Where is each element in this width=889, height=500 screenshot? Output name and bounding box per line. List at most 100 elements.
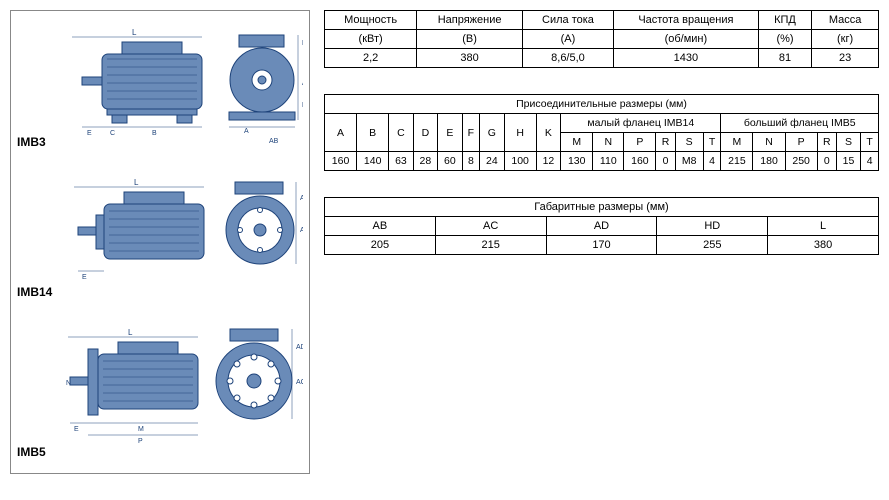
svg-text:AB: AB xyxy=(269,138,279,145)
col-E: E xyxy=(438,114,462,152)
ov-col-AB: AB xyxy=(325,217,436,236)
val-sm-R: 0 xyxy=(656,152,675,171)
motor-sketch-imb3: L E C B xyxy=(54,17,303,157)
val-K: 12 xyxy=(536,152,560,171)
val-sm-T: 4 xyxy=(703,152,721,171)
col-F: F xyxy=(462,114,480,152)
value-mass: 23 xyxy=(812,49,879,68)
val-E: 60 xyxy=(438,152,462,171)
val-C: 63 xyxy=(389,152,413,171)
svg-text:AC: AC xyxy=(302,80,303,87)
svg-text:E: E xyxy=(87,130,92,137)
col-bg-N: N xyxy=(753,133,785,152)
svg-text:L: L xyxy=(132,28,137,37)
svg-text:A: A xyxy=(244,128,249,135)
table-row: Габаритные размеры (мм) xyxy=(325,198,879,217)
svg-text:AD: AD xyxy=(300,195,303,202)
connection-dims-table: Присоединительные размеры (мм) A B C D E… xyxy=(324,94,879,171)
val-sm-P: 160 xyxy=(624,152,656,171)
val-bg-R: 0 xyxy=(817,152,836,171)
col-sm-S: S xyxy=(675,133,703,152)
col-K: K xyxy=(536,114,560,152)
val-bg-M: 215 xyxy=(721,152,753,171)
col-G: G xyxy=(480,114,504,152)
drawing-imb3: IMB3 L E xyxy=(17,17,303,157)
svg-text:E: E xyxy=(74,426,79,433)
svg-text:C: C xyxy=(110,130,115,137)
overall-dims-table: Габаритные размеры (мм) AB AC AD HD L 20… xyxy=(324,197,879,255)
value-current: 8,6/5,0 xyxy=(523,49,614,68)
overall-title: Габаритные размеры (мм) xyxy=(325,198,879,217)
header-speed-2: (об/мин) xyxy=(613,30,758,49)
col-A: A xyxy=(325,114,357,152)
col-sm-T: T xyxy=(703,133,721,152)
svg-text:E: E xyxy=(82,274,87,281)
table-row: (кВт) (В) (А) (об/мин) (%) (кг) xyxy=(325,30,879,49)
value-voltage: 380 xyxy=(417,49,523,68)
tables-panel: Мощность Напряжение Сила тока Частота вр… xyxy=(324,10,879,474)
val-bg-S: 15 xyxy=(836,152,860,171)
drawings-panel: IMB3 L E xyxy=(10,10,310,474)
drawing-imb5: IMB5 L N E M xyxy=(17,317,303,467)
ov-val-L: 380 xyxy=(768,236,879,255)
header-current-2: (А) xyxy=(523,30,614,49)
col-bg-R: R xyxy=(817,133,836,152)
value-eff: 81 xyxy=(758,49,811,68)
col-bg-T: T xyxy=(861,133,879,152)
val-B: 140 xyxy=(357,152,389,171)
ov-col-AD: AD xyxy=(546,217,657,236)
col-sm-P: P xyxy=(624,133,656,152)
svg-text:H: H xyxy=(302,102,303,109)
val-H: 100 xyxy=(504,152,536,171)
table-row: AB AC AD HD L xyxy=(325,217,879,236)
drawing-imb14: IMB14 L E xyxy=(17,167,303,307)
table-row: Присоединительные размеры (мм) xyxy=(325,95,879,114)
svg-text:AC: AC xyxy=(300,227,303,234)
table-row: 205 215 170 255 380 xyxy=(325,236,879,255)
main-specs-table: Мощность Напряжение Сила тока Частота вр… xyxy=(324,10,879,68)
col-bg-S: S xyxy=(836,133,860,152)
header-voltage-1: Напряжение xyxy=(417,11,523,30)
svg-text:HD: HD xyxy=(302,40,303,47)
value-speed: 1430 xyxy=(613,49,758,68)
motor-sketch-imb14: L E xyxy=(60,167,303,307)
header-mass-2: (кг) xyxy=(812,30,879,49)
sub-small-flange: малый фланец IMB14 xyxy=(561,114,721,133)
val-sm-N: 110 xyxy=(593,152,624,171)
ov-val-AB: 205 xyxy=(325,236,436,255)
svg-text:P: P xyxy=(138,438,143,445)
col-bg-M: M xyxy=(721,133,753,152)
svg-text:AC: AC xyxy=(296,379,303,386)
col-sm-N: N xyxy=(593,133,624,152)
col-sm-M: M xyxy=(561,133,593,152)
header-voltage-2: (В) xyxy=(417,30,523,49)
svg-text:B: B xyxy=(152,130,157,137)
col-sm-R: R xyxy=(656,133,675,152)
header-mass-1: Масса xyxy=(812,11,879,30)
table-row: Мощность Напряжение Сила тока Частота вр… xyxy=(325,11,879,30)
header-eff-1: КПД xyxy=(758,11,811,30)
val-D: 28 xyxy=(413,152,437,171)
svg-text:N: N xyxy=(66,380,71,387)
val-F: 8 xyxy=(462,152,480,171)
sub-big-flange: больший фланец IMB5 xyxy=(721,114,879,133)
val-bg-T: 4 xyxy=(861,152,879,171)
header-eff-2: (%) xyxy=(758,30,811,49)
ov-col-L: L xyxy=(768,217,879,236)
val-A: 160 xyxy=(325,152,357,171)
label-imb5: IMB5 xyxy=(17,445,46,467)
val-bg-P: 250 xyxy=(785,152,817,171)
table-row: 160 140 63 28 60 8 24 100 12 130 110 160… xyxy=(325,152,879,171)
ov-col-HD: HD xyxy=(657,217,768,236)
page-layout: IMB3 L E xyxy=(10,10,879,474)
label-imb3: IMB3 xyxy=(17,135,46,157)
ov-val-AD: 170 xyxy=(546,236,657,255)
col-B: B xyxy=(357,114,389,152)
svg-text:AD: AD xyxy=(296,344,303,351)
col-bg-P: P xyxy=(785,133,817,152)
motor-sketch-imb5: L N E M P xyxy=(54,317,303,467)
label-imb14: IMB14 xyxy=(17,285,52,307)
header-speed-1: Частота вращения xyxy=(613,11,758,30)
header-power-1: Мощность xyxy=(325,11,417,30)
table-row: 2,2 380 8,6/5,0 1430 81 23 xyxy=(325,49,879,68)
